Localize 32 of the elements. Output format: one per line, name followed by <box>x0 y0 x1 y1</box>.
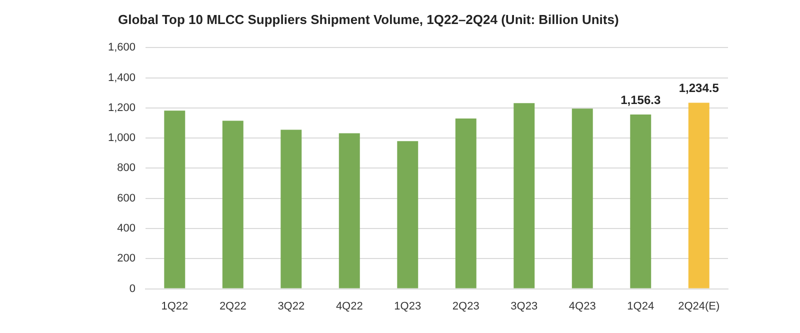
y-tick-label: 1,600 <box>108 42 136 54</box>
x-tick-label: 4Q22 <box>336 300 363 312</box>
x-tick-label: 1Q24 <box>627 300 654 312</box>
x-tick-label: 3Q23 <box>510 300 538 312</box>
chart-title: Global Top 10 MLCC Suppliers Shipment Volume, 1Q22–2Q24 (Unit: Billion Units) <box>117 11 620 29</box>
bar <box>280 130 302 288</box>
x-tick-label: 3Q22 <box>278 300 305 312</box>
bar <box>222 120 244 288</box>
bar <box>397 141 418 288</box>
x-tick-label: 2Q22 <box>219 300 246 312</box>
x-tick-label: 2Q23 <box>452 300 480 312</box>
y-tick-label: 1,400 <box>108 72 136 84</box>
data-label: 1,156.3 <box>620 92 661 107</box>
x-tick-label: 1Q23 <box>394 300 422 312</box>
y-tick-label: 1,200 <box>108 102 136 114</box>
x-tick-label: 4Q23 <box>568 300 596 312</box>
y-tick-label: 800 <box>117 162 136 174</box>
y-tick-label: 0 <box>129 282 136 295</box>
y-tick-label: 200 <box>117 252 136 265</box>
bar <box>164 110 186 288</box>
x-tick-label: 2Q24(E) <box>678 300 720 312</box>
bar <box>688 102 710 288</box>
bar <box>338 133 360 288</box>
bar <box>455 118 476 288</box>
y-tick-label: 400 <box>117 222 136 235</box>
y-tick-label: 600 <box>117 192 136 204</box>
bar <box>514 103 535 288</box>
y-tick-label: 1,000 <box>108 132 136 144</box>
data-label: 1,234.5 <box>678 81 720 96</box>
bar <box>630 114 652 288</box>
x-tick-label: 1Q22 <box>161 300 188 312</box>
bar <box>572 108 593 288</box>
